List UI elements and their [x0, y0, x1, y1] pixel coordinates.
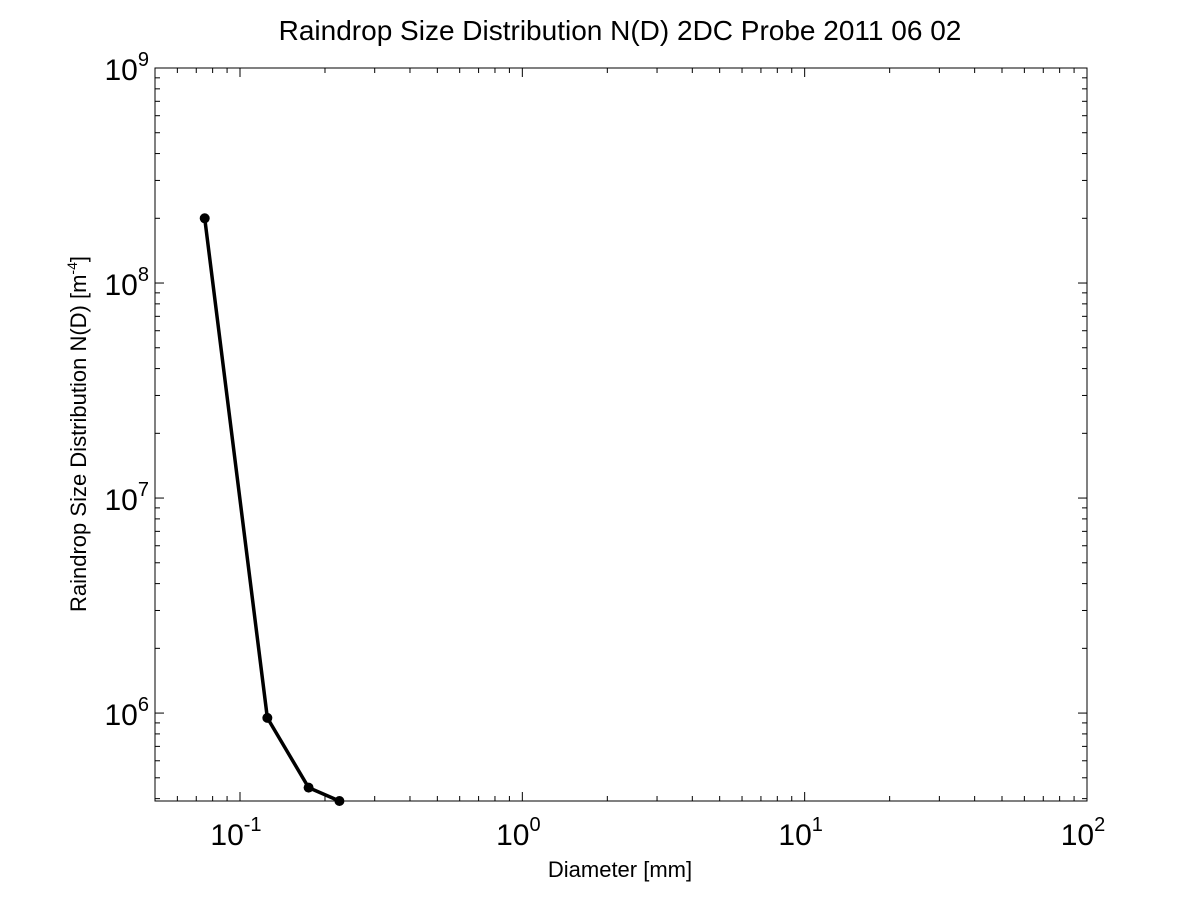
y-axis-label-end: ]	[66, 256, 91, 262]
x-axis-label: Diameter [mm]	[548, 857, 692, 882]
x-tick-label: 100	[496, 814, 541, 852]
y-tick-label-exponent: 8	[138, 264, 149, 286]
series-line	[202, 218, 341, 803]
data-point	[199, 213, 210, 224]
plot-frame	[154, 67, 1088, 802]
y-tick-label: 108	[105, 264, 150, 302]
y-axis-label-base: Raindrop Size Distribution N(D) [m	[66, 275, 91, 612]
y-tick-label-base: 10	[105, 484, 138, 517]
y-tick-label-exponent: 9	[138, 49, 149, 71]
x-tick-label-exponent: 0	[529, 814, 540, 836]
x-tick-label: 102	[1061, 814, 1106, 852]
y-tick-label-base: 10	[105, 54, 138, 87]
data-point	[303, 782, 314, 793]
data-point	[262, 712, 273, 723]
chart-title: Raindrop Size Distribution N(D) 2DC Prob…	[279, 15, 962, 46]
x-tick-label: 10-1	[210, 814, 261, 852]
y-axis-label-exponent: -4	[64, 262, 80, 275]
y-tick-label-exponent: 6	[138, 694, 149, 716]
y-tick-label: 109	[105, 49, 150, 87]
x-tick-label-exponent: -1	[244, 814, 262, 836]
x-tick-label-base: 10	[496, 819, 529, 852]
y-tick-label-base: 10	[105, 269, 138, 302]
x-tick-label-base: 10	[210, 819, 243, 852]
x-tick-label-base: 10	[778, 819, 811, 852]
y-tick-label-exponent: 7	[138, 479, 149, 501]
y-tick-label-base: 10	[105, 699, 138, 732]
y-axis-label: Raindrop Size Distribution N(D) [m-4]	[64, 256, 91, 612]
x-tick-label-base: 10	[1061, 819, 1094, 852]
y-tick-label: 106	[105, 694, 150, 732]
y-tick-label: 107	[105, 479, 150, 517]
x-tick-label-exponent: 2	[1094, 814, 1105, 836]
axis-ticks	[154, 67, 1088, 801]
x-tick-label: 101	[778, 814, 823, 852]
x-tick-label-exponent: 1	[812, 814, 823, 836]
